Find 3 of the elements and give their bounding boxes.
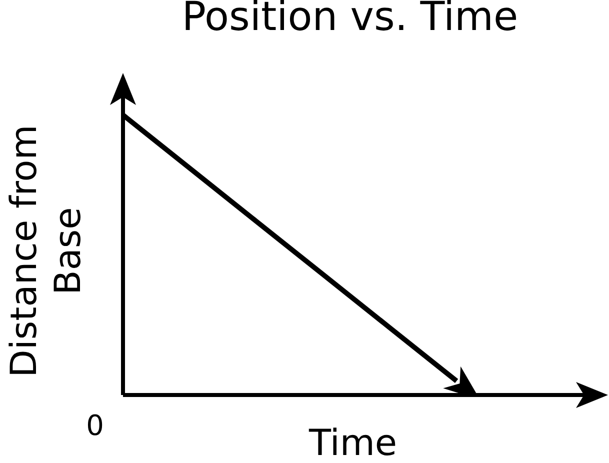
x-axis-title: Time <box>308 423 398 463</box>
text: 0 <box>86 409 104 442</box>
y-axis-title: Distance from Base <box>4 124 89 378</box>
